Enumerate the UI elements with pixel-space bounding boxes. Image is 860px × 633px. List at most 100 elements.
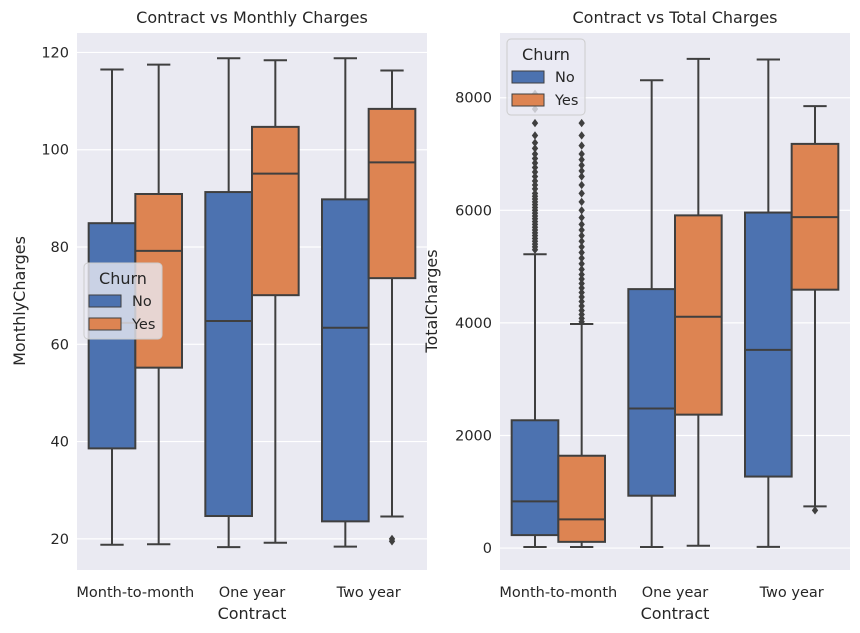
outlier-point — [578, 231, 585, 240]
y-tick-label: 60 — [51, 337, 69, 353]
y-tick-label: 0 — [483, 541, 492, 557]
boxes-total — [510, 57, 840, 548]
outlier-point — [531, 138, 539, 147]
y-ticks-total: 0 2000 4000 6000 8000 — [455, 91, 492, 557]
box-iqr — [744, 211, 793, 478]
x-ticks-monthly: Month-to-month One year Two year — [76, 585, 400, 601]
x-tick-label: One year — [642, 585, 709, 601]
outlier-point — [388, 534, 396, 544]
legend-total: Churn No Yes — [506, 38, 586, 116]
outlier-point — [578, 213, 585, 222]
outlier-point — [531, 118, 539, 128]
outlier-point — [578, 274, 585, 284]
y-tick-label: 80 — [51, 240, 69, 256]
outlier-point — [578, 270, 585, 279]
box-no-1 — [204, 57, 253, 549]
outlier-point — [578, 288, 585, 297]
outlier-point — [531, 158, 539, 168]
chart-title-monthly: Contract vs Monthly Charges — [136, 8, 368, 27]
legend-label-yes: Yes — [131, 317, 155, 333]
outlier-point — [811, 506, 819, 515]
legend-title: Churn — [99, 269, 147, 288]
x-tick-label: Two year — [759, 585, 824, 601]
outlier-point — [531, 131, 539, 140]
box-iqr — [627, 288, 676, 497]
y-axis-label-monthly: MonthlyCharges — [10, 236, 29, 366]
box-no-0 — [510, 89, 560, 548]
legend-title: Churn — [522, 45, 570, 64]
outlier-point — [531, 172, 539, 181]
outlier-point — [578, 259, 585, 268]
outlier-point — [578, 306, 585, 315]
box-iqr — [367, 107, 417, 280]
legend-swatch-no — [88, 294, 122, 308]
outlier-point — [578, 118, 585, 128]
box-iqr — [557, 454, 606, 543]
outlier-point — [578, 180, 585, 190]
box-yes-0 — [557, 118, 606, 548]
outlier-point — [578, 172, 585, 181]
y-axis-label-total: TotalCharges — [422, 249, 441, 353]
outlier-point — [578, 225, 585, 235]
x-tick-label: Month-to-month — [76, 585, 194, 601]
y-tick-label: 2000 — [455, 428, 492, 444]
legend-label-no: No — [132, 294, 152, 310]
outlier-point — [578, 253, 585, 263]
y-tick-label: 8000 — [455, 91, 492, 107]
outlier-point — [578, 206, 585, 215]
outlier-point — [578, 283, 585, 293]
outlier-point — [578, 265, 585, 274]
x-tick-label: Month-to-month — [499, 585, 617, 601]
outlier-point — [531, 189, 539, 198]
chart-title-total: Contract vs Total Charges — [572, 8, 777, 27]
legend-label-yes: Yes — [554, 93, 578, 109]
box-yes-2 — [790, 105, 840, 515]
y-tick-label: 120 — [41, 45, 69, 61]
outlier-point — [578, 248, 585, 257]
y-tick-label: 20 — [51, 532, 69, 548]
box-iqr — [251, 125, 300, 297]
legend-swatch-yes — [511, 93, 545, 107]
y-ticks-monthly: 20 40 60 80 100 120 — [41, 45, 69, 547]
outlier-point — [578, 242, 585, 252]
outlier-point — [578, 197, 585, 207]
box-no-1 — [627, 79, 676, 548]
x-tick-label: Two year — [336, 585, 401, 601]
outlier-point — [578, 301, 585, 311]
box-iqr — [674, 214, 723, 416]
x-ticks-total: Month-to-month One year Two year — [499, 585, 823, 601]
y-tick-label: 40 — [51, 435, 69, 451]
box-yes-2 — [367, 69, 417, 546]
outlier-point — [578, 166, 585, 176]
outlier-point — [578, 149, 585, 159]
chart-total-charges: 0 2000 4000 6000 8000 Month-to-month One year… — [422, 8, 850, 623]
outlier-point — [531, 163, 539, 172]
outlier-point — [531, 154, 539, 163]
outlier-point — [531, 176, 539, 186]
box-no-2 — [321, 57, 370, 548]
outlier-point — [578, 237, 585, 246]
x-tick-label: One year — [219, 585, 286, 601]
box-no-2 — [744, 58, 793, 548]
outlier-point — [578, 161, 585, 170]
outlier-point — [578, 220, 585, 229]
outlier-point — [578, 155, 585, 164]
outlier-point — [578, 141, 585, 150]
outlier-point — [578, 131, 585, 140]
box-iqr — [204, 191, 253, 518]
legend-swatch-yes — [88, 317, 122, 331]
legend-swatch-no — [511, 70, 545, 84]
outlier-point — [578, 279, 585, 288]
box-iqr — [510, 419, 560, 537]
outlier-point — [531, 149, 539, 159]
outlier-point — [578, 292, 585, 302]
box-yes-1 — [251, 59, 300, 544]
x-axis-label-total: Contract — [641, 604, 710, 623]
outlier-point — [578, 297, 585, 306]
y-tick-label: 100 — [41, 143, 69, 159]
box-iqr — [321, 198, 370, 523]
x-axis-label-monthly: Contract — [218, 604, 287, 623]
box-yes-1 — [674, 57, 723, 547]
outlier-point — [578, 189, 585, 198]
